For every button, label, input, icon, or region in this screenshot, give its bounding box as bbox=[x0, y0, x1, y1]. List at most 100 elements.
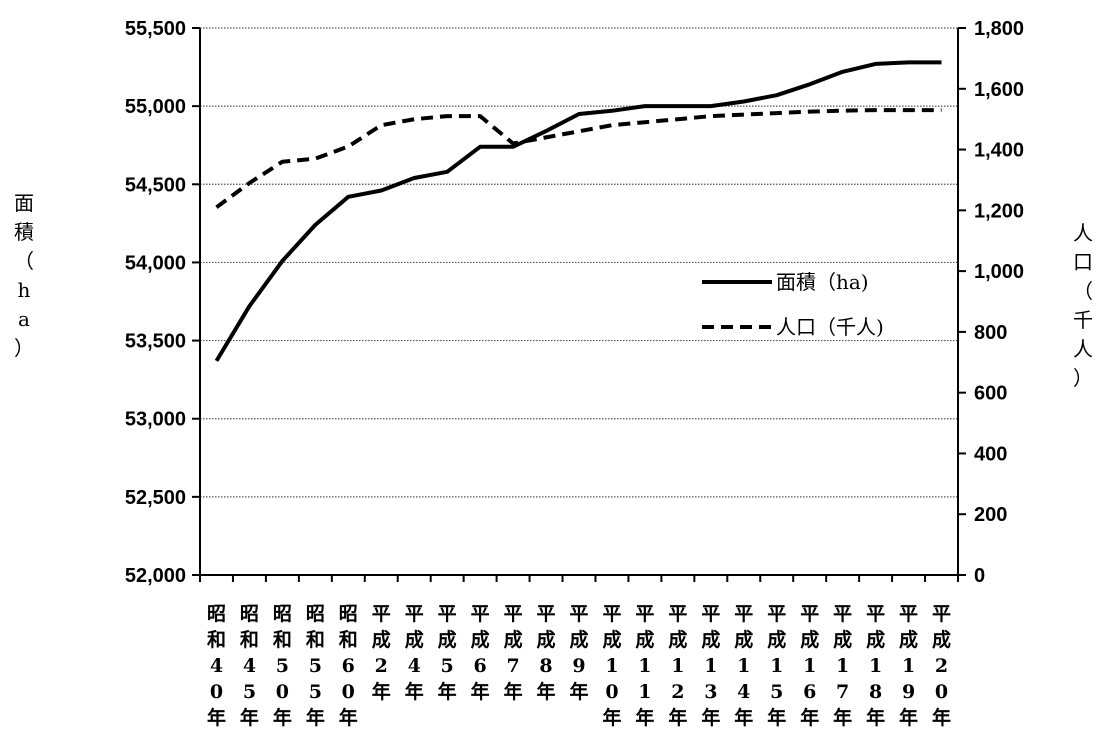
category-label: 平成 6 年 bbox=[471, 603, 490, 703]
category-label-char: 成 bbox=[635, 628, 654, 651]
category-label-char: 1 bbox=[836, 655, 849, 677]
category-label: 平成 1 7 年 bbox=[833, 603, 852, 729]
category-label: 平成 1 0 年 bbox=[602, 603, 621, 729]
category-label-char: 平 bbox=[537, 603, 556, 625]
category-label-char: 年 bbox=[833, 706, 852, 729]
category-label-char: 年 bbox=[471, 680, 490, 703]
right-tick-label: 1,400 bbox=[974, 140, 1024, 162]
category-label: 平成 1 2 年 bbox=[668, 603, 687, 729]
category-label-char: 1 bbox=[902, 655, 915, 677]
category-label-char: 年 bbox=[932, 706, 951, 729]
category-label-char: 6 bbox=[474, 655, 487, 677]
left-axis-title-char: 面 bbox=[14, 191, 34, 215]
category-label-char: 9 bbox=[572, 655, 585, 677]
category-label-char: 年 bbox=[800, 706, 819, 729]
category-label-char: 1 bbox=[770, 655, 783, 677]
category-label-char: 7 bbox=[506, 655, 519, 677]
category-label-char: 成 bbox=[866, 628, 885, 651]
category-label-char: 1 bbox=[638, 681, 651, 703]
category-label-char: 平 bbox=[701, 603, 720, 625]
category-label-char: 平 bbox=[602, 603, 621, 625]
category-label-char: 平 bbox=[438, 603, 457, 625]
category-label-char: 成 bbox=[668, 628, 687, 651]
category-label-char: 平 bbox=[569, 603, 588, 625]
category-label-char: 0 bbox=[605, 681, 618, 703]
left-tick-label: 52,500 bbox=[125, 487, 186, 509]
category-label-char: 年 bbox=[899, 706, 918, 729]
category-label-char: 平 bbox=[471, 603, 490, 625]
category-label: 平成 4 年 bbox=[405, 603, 424, 703]
category-label-char: 年 bbox=[668, 706, 687, 729]
category-label-char: 成 bbox=[405, 628, 424, 651]
category-label-char: 2 bbox=[935, 655, 948, 677]
category-label-char: 平 bbox=[767, 603, 786, 625]
right-axis-title-char: 千 bbox=[1073, 308, 1093, 332]
category-label-char: 年 bbox=[405, 680, 424, 703]
category-label-char: 8 bbox=[869, 681, 882, 703]
category-label-char: 昭 bbox=[306, 603, 325, 625]
left-axis-title-char: h bbox=[18, 278, 31, 302]
category-label-char: 2 bbox=[375, 655, 388, 677]
category-label-char: 3 bbox=[704, 681, 717, 703]
left-axis-tick-labels: 52,000 52,500 53,000 53,500 54,000 54,500 55,0… bbox=[125, 18, 186, 587]
category-label: 平成 1 5 年 bbox=[767, 603, 786, 729]
left-axis-title: 面積 （ ha ） bbox=[14, 191, 34, 360]
category-label-char: 成 bbox=[471, 628, 490, 651]
category-label-char: 年 bbox=[306, 706, 325, 729]
category-label-char: 成 bbox=[602, 628, 621, 651]
category-label-char: 成 bbox=[767, 628, 786, 651]
category-label-char: 和 bbox=[207, 628, 226, 651]
category-label-char: 9 bbox=[902, 681, 915, 703]
category-label-char: 平 bbox=[734, 603, 753, 625]
category-label-char: 年 bbox=[240, 706, 259, 729]
right-tick-label: 0 bbox=[974, 565, 985, 587]
category-label-char: 4 bbox=[210, 655, 223, 677]
category-label-char: 年 bbox=[339, 706, 358, 729]
category-label: 平成 1 6 年 bbox=[800, 603, 819, 729]
category-label-char: 年 bbox=[273, 706, 292, 729]
category-label-char: 年 bbox=[438, 680, 457, 703]
category-label: 昭和 5 0 年 bbox=[273, 603, 292, 729]
category-label-char: 年 bbox=[372, 680, 391, 703]
category-label-char: 年 bbox=[207, 706, 226, 729]
right-axis-title-char: ） bbox=[1073, 366, 1093, 390]
legend-label: 面積（ha) bbox=[776, 270, 869, 294]
category-label-char: 成 bbox=[932, 628, 951, 651]
category-label: 平成 1 9 年 bbox=[899, 603, 918, 729]
right-tick-label: 200 bbox=[974, 504, 1007, 526]
category-label: 平成 2 0 年 bbox=[932, 603, 951, 729]
category-label-char: 和 bbox=[306, 628, 325, 651]
category-label-char: 6 bbox=[342, 655, 355, 677]
category-label-char: 1 bbox=[671, 655, 684, 677]
category-label-char: 2 bbox=[671, 681, 684, 703]
category-label: 平成 2 年 bbox=[372, 603, 391, 703]
category-label: 平成 1 4 年 bbox=[734, 603, 753, 729]
category-label-char: 年 bbox=[537, 680, 556, 703]
legend-label: 人口（千人) bbox=[776, 315, 884, 339]
category-label-char: 0 bbox=[276, 681, 289, 703]
category-label-char: 平 bbox=[932, 603, 951, 625]
right-tick-label: 1,200 bbox=[974, 200, 1024, 222]
category-label-char: 年 bbox=[734, 706, 753, 729]
category-label-char: 7 bbox=[836, 681, 849, 703]
category-label-char: 5 bbox=[243, 681, 256, 703]
category-label-char: 1 bbox=[638, 655, 651, 677]
left-tick-label: 53,500 bbox=[125, 331, 186, 353]
category-label-char: 年 bbox=[767, 706, 786, 729]
category-label-char: 成 bbox=[504, 628, 523, 651]
category-label: 昭和 6 0 年 bbox=[339, 603, 358, 729]
right-tick-label: 600 bbox=[974, 383, 1007, 405]
legend: 面積（ha) 人口（千人) bbox=[702, 270, 884, 339]
category-label-char: 昭 bbox=[207, 603, 226, 625]
category-label-char: 年 bbox=[602, 706, 621, 729]
category-label-char: 昭 bbox=[339, 603, 358, 625]
category-label-char: 4 bbox=[243, 655, 256, 677]
category-label-char: 平 bbox=[405, 603, 424, 625]
left-tick-label: 52,000 bbox=[125, 565, 186, 587]
category-label-char: 昭 bbox=[273, 603, 292, 625]
category-label-char: 0 bbox=[935, 681, 948, 703]
category-label-char: 成 bbox=[701, 628, 720, 651]
left-axis-title-char: ） bbox=[14, 336, 34, 360]
left-axis-title-char: 積 bbox=[14, 220, 34, 244]
category-label: 昭和 5 5 年 bbox=[306, 603, 325, 729]
